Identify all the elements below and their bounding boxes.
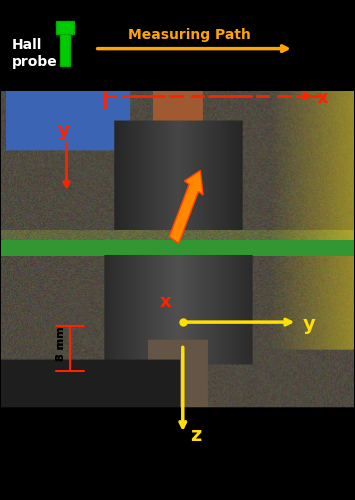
Text: x: x [317,90,328,108]
Bar [56,22,73,34]
Text: x: x [160,293,171,311]
Text: Hall
probe: Hall probe [12,38,58,68]
Text: y: y [58,122,70,140]
Bar [60,31,70,66]
Text: z: z [190,426,201,446]
Text: y: y [302,314,315,334]
Bar [1,2,354,91]
Text: 8 mm: 8 mm [56,327,66,362]
Text: 8 mm: 8 mm [56,327,66,362]
FancyArrow shape [169,170,203,244]
Text: Measuring Path: Measuring Path [128,28,251,42]
